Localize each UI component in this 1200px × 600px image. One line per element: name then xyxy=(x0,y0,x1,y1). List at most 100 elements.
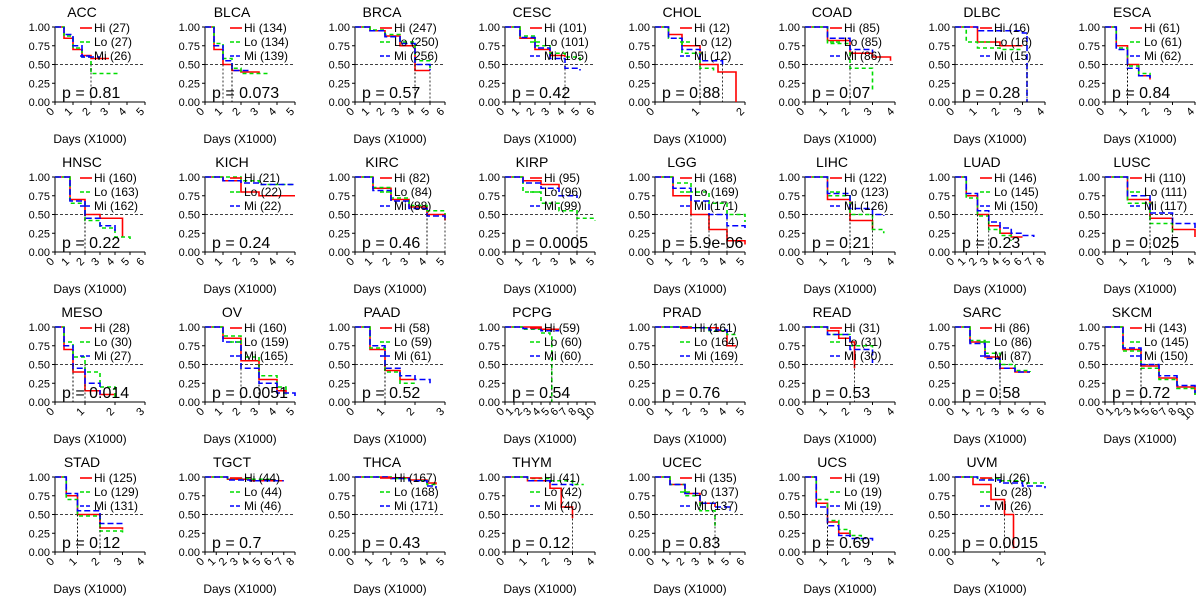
y-tick-label: 0.50 xyxy=(29,360,50,372)
x-tick-label: 1 xyxy=(517,556,530,569)
y-tick-label: 0.75 xyxy=(329,191,350,203)
x-tick-label: 8 xyxy=(284,556,297,569)
y-tick-label: 0.25 xyxy=(929,228,950,240)
legend-group: Hi xyxy=(694,321,705,335)
legend-count: (137) xyxy=(711,485,739,499)
x-tick-label: 1 xyxy=(817,106,830,119)
x-tick-label: 1 xyxy=(359,106,372,119)
legend-count: (12) xyxy=(711,35,732,49)
x-tick-label: 6 xyxy=(1034,406,1047,419)
legend-group: Hi xyxy=(1144,171,1155,185)
km-curve-mi xyxy=(505,176,578,198)
legend-group: Lo xyxy=(1144,335,1158,349)
legend-group: Hi xyxy=(694,21,705,35)
x-axis-label: Days (X1000) xyxy=(653,582,726,596)
legend-entry: Mi (26) xyxy=(94,49,131,63)
y-tick-label: 0.25 xyxy=(29,228,50,240)
x-tick-label: 2 xyxy=(734,106,747,119)
legend-group: Hi xyxy=(394,21,405,35)
x-tick-label: 8 xyxy=(1034,256,1047,269)
x-tick-label: 6 xyxy=(1012,256,1025,269)
legend-group: Mi xyxy=(94,499,107,513)
legend-group: Hi xyxy=(244,471,255,485)
km-curve-mi xyxy=(55,326,101,395)
x-tick-label: 1 xyxy=(509,106,522,119)
y-tick-label: 1.00 xyxy=(179,322,200,334)
x-axis-label: Days (X1000) xyxy=(503,582,576,596)
y-tick-label: 0.50 xyxy=(1079,210,1100,222)
legend-entry: Hi (82) xyxy=(394,171,430,185)
km-panel-lihc: LIHC 0.00 0.25 0.50 0.75 1.00 0 1 2 3 4 Days (X1000… xyxy=(779,154,898,296)
legend-count: (86) xyxy=(860,49,881,63)
panel-title: HNSC xyxy=(62,154,102,170)
x-tick-label: 5 xyxy=(119,256,132,269)
legend-count: (171) xyxy=(710,199,738,213)
y-tick-label: 0.50 xyxy=(629,60,650,72)
x-tick-label: 2 xyxy=(530,256,543,269)
x-tick-label: 3 xyxy=(562,556,575,569)
panel-title: UVM xyxy=(966,454,997,470)
legend-entry: Mi (171) xyxy=(394,499,438,513)
legend-count: (26) xyxy=(110,49,131,63)
y-tick-label: 0.25 xyxy=(629,528,650,540)
legend-entry: Hi (134) xyxy=(244,21,287,35)
km-curve-mi xyxy=(355,176,446,219)
legend-entry: Lo (163) xyxy=(94,185,139,199)
legend-count: (44) xyxy=(259,471,280,485)
legend-group: Mi xyxy=(994,349,1007,363)
y-tick-label: 0.00 xyxy=(479,247,500,259)
p-value: p = 0.07 xyxy=(812,85,870,102)
panel-title: SKCM xyxy=(1112,304,1152,320)
legend-entry: Hi (85) xyxy=(844,21,880,35)
legend-count: (27) xyxy=(109,21,130,35)
y-tick-label: 0.25 xyxy=(629,78,650,90)
x-tick-label: 2 xyxy=(74,256,87,269)
y-tick-label: 0.25 xyxy=(179,528,200,540)
km-curve-mi xyxy=(355,26,431,71)
legend-count: (169) xyxy=(710,349,738,363)
legend-group: Lo xyxy=(94,485,108,499)
legend-entry: Hi (146) xyxy=(994,171,1037,185)
x-tick-label: 4 xyxy=(239,556,252,569)
legend-count: (26) xyxy=(1010,499,1031,513)
x-axis-label: Days (X1000) xyxy=(1103,132,1176,146)
legend-group: Mi xyxy=(844,499,857,513)
legend-group: Hi xyxy=(844,21,855,35)
y-tick-label: 0.50 xyxy=(479,60,500,72)
x-tick-label: 0 xyxy=(944,106,957,119)
legend-count: (85) xyxy=(859,21,880,35)
x-axis-label: Days (X1000) xyxy=(1103,282,1176,296)
x-tick-label: 5 xyxy=(251,556,264,569)
legend-group: Mi xyxy=(1144,199,1157,213)
y-tick-label: 0.50 xyxy=(179,360,200,372)
x-tick-label: 2 xyxy=(839,106,852,119)
km-curve-lo xyxy=(205,26,269,76)
km-curve-lo xyxy=(55,476,124,534)
x-axis-label: Days (X1000) xyxy=(53,282,126,296)
y-tick-label: 0.00 xyxy=(929,97,950,109)
y-tick-label: 0.00 xyxy=(329,397,350,409)
y-tick-label: 0.50 xyxy=(1079,60,1100,72)
x-tick-label: 1 xyxy=(662,406,675,419)
x-tick-label: 5 xyxy=(584,256,597,269)
x-tick-label: 1 xyxy=(689,106,702,119)
y-tick-label: 1.00 xyxy=(1079,22,1100,34)
y-tick-label: 0.75 xyxy=(329,341,350,353)
legend-count: (16) xyxy=(1011,35,1032,49)
y-tick-label: 1.00 xyxy=(29,322,50,334)
km-curve-mi xyxy=(355,326,431,384)
x-tick-label: 2 xyxy=(230,406,243,419)
legend-count: (19) xyxy=(861,485,882,499)
legend-count: (46) xyxy=(260,499,281,513)
legend-count: (163) xyxy=(111,185,139,199)
x-tick-label: 0 xyxy=(644,406,657,419)
legend-count: (61) xyxy=(410,349,431,363)
panel-title: LGG xyxy=(667,154,697,170)
y-tick-label: 0.50 xyxy=(779,360,800,372)
legend-group: Mi xyxy=(844,349,857,363)
x-tick-label: 0 xyxy=(344,406,357,419)
legend-group: Lo xyxy=(244,485,258,499)
y-tick-label: 0.00 xyxy=(929,247,950,259)
legend-count: (41) xyxy=(559,471,580,485)
